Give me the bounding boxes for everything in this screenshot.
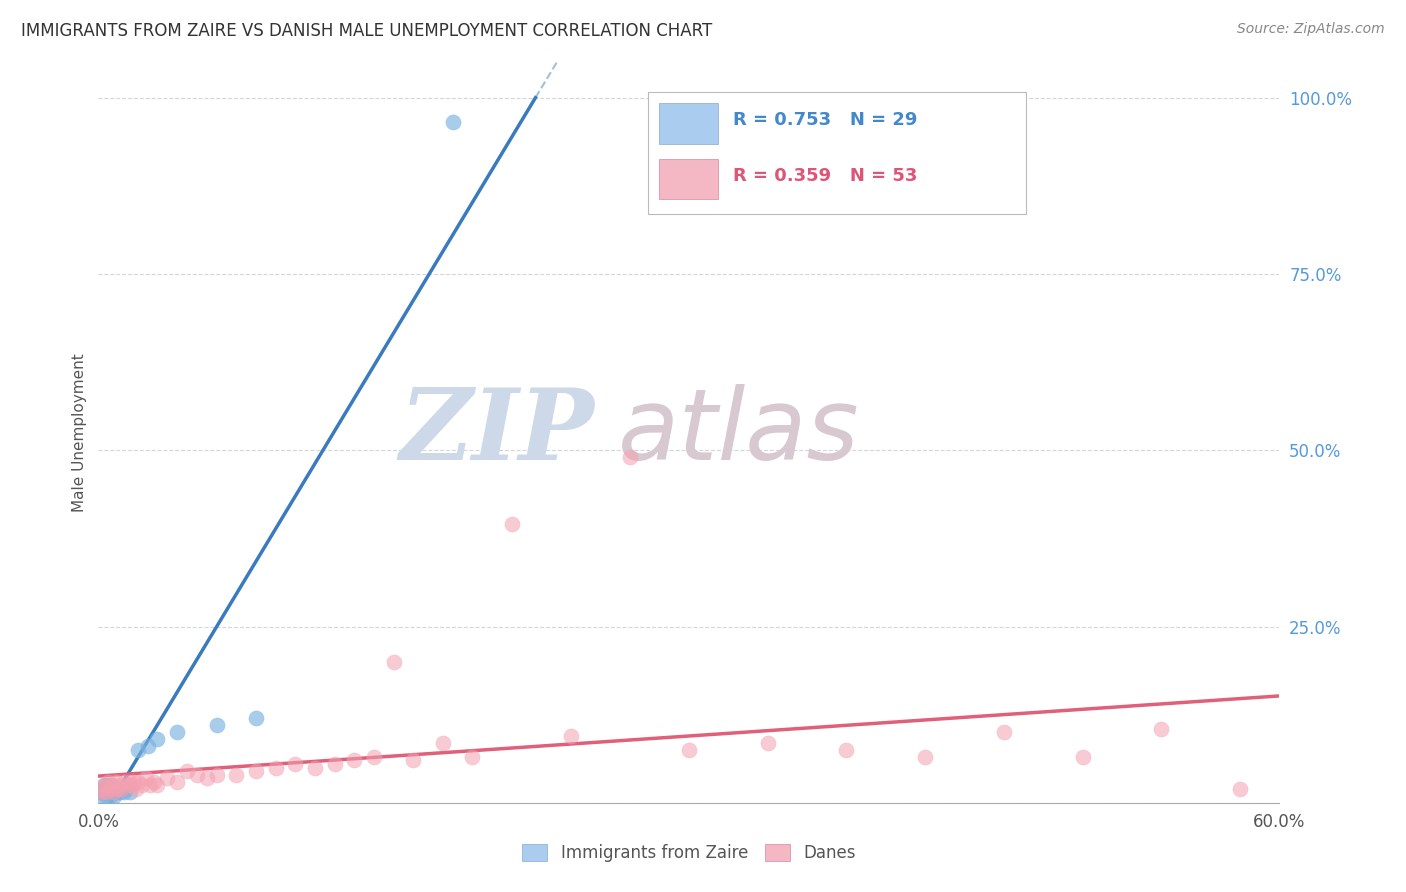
- Point: [96, 785, 118, 799]
- Point: [245, 764, 267, 778]
- Point: [560, 729, 582, 743]
- Point: [1071, 750, 1094, 764]
- Point: [105, 785, 128, 799]
- Point: [101, 778, 124, 792]
- Point: [323, 757, 346, 772]
- Text: R = 0.753   N = 29: R = 0.753 N = 29: [733, 112, 917, 129]
- Point: [156, 771, 179, 785]
- Point: [112, 774, 135, 789]
- Point: [108, 785, 131, 799]
- Text: atlas: atlas: [619, 384, 859, 481]
- Point: [142, 774, 165, 789]
- Point: [304, 760, 326, 774]
- Point: [103, 781, 125, 796]
- Point: [441, 115, 464, 129]
- Point: [98, 789, 121, 803]
- Point: [993, 725, 1015, 739]
- FancyBboxPatch shape: [659, 159, 718, 200]
- Point: [284, 757, 307, 772]
- Point: [205, 767, 228, 781]
- FancyBboxPatch shape: [659, 103, 718, 144]
- Point: [111, 781, 134, 796]
- Point: [195, 771, 218, 785]
- Text: IMMIGRANTS FROM ZAIRE VS DANISH MALE UNEMPLOYMENT CORRELATION CHART: IMMIGRANTS FROM ZAIRE VS DANISH MALE UNE…: [21, 22, 713, 40]
- Point: [98, 781, 121, 796]
- Point: [118, 774, 141, 789]
- Point: [1150, 722, 1173, 736]
- Point: [103, 785, 125, 799]
- Point: [96, 789, 118, 803]
- Point: [432, 736, 454, 750]
- Point: [93, 785, 115, 799]
- Point: [131, 778, 153, 792]
- Point: [101, 778, 124, 792]
- Legend: Immigrants from Zaire, Danes: Immigrants from Zaire, Danes: [516, 837, 862, 869]
- Point: [91, 789, 114, 803]
- Point: [122, 774, 145, 789]
- Point: [146, 778, 169, 792]
- FancyBboxPatch shape: [648, 92, 1025, 214]
- Point: [96, 781, 118, 796]
- Point: [89, 781, 111, 796]
- Point: [93, 778, 115, 792]
- Point: [245, 711, 267, 725]
- Point: [205, 718, 228, 732]
- Point: [678, 743, 700, 757]
- Point: [91, 781, 114, 796]
- Point: [363, 750, 385, 764]
- Point: [115, 781, 138, 796]
- Text: Source: ZipAtlas.com: Source: ZipAtlas.com: [1237, 22, 1385, 37]
- Point: [127, 743, 149, 757]
- Point: [105, 774, 128, 789]
- Point: [343, 754, 366, 768]
- Point: [91, 785, 114, 799]
- Point: [97, 778, 120, 792]
- Point: [461, 750, 484, 764]
- Point: [98, 781, 121, 796]
- Point: [619, 450, 641, 465]
- Point: [176, 764, 198, 778]
- Point: [382, 655, 405, 669]
- Point: [117, 778, 139, 792]
- Point: [166, 774, 188, 789]
- Text: R = 0.359   N = 53: R = 0.359 N = 53: [733, 167, 917, 185]
- Point: [835, 743, 858, 757]
- Y-axis label: Male Unemployment: Male Unemployment: [72, 353, 87, 512]
- Point: [914, 750, 936, 764]
- Point: [118, 785, 141, 799]
- Point: [103, 789, 125, 803]
- Point: [97, 774, 120, 789]
- Point: [1229, 781, 1251, 796]
- Point: [135, 771, 157, 785]
- Point: [125, 781, 148, 796]
- Point: [97, 785, 120, 799]
- Point: [501, 517, 523, 532]
- Point: [107, 781, 129, 796]
- Point: [166, 725, 188, 739]
- Point: [93, 778, 115, 792]
- Point: [107, 781, 129, 796]
- Point: [101, 785, 124, 799]
- Point: [756, 736, 779, 750]
- Point: [264, 760, 287, 774]
- Point: [89, 785, 111, 799]
- Text: ZIP: ZIP: [399, 384, 595, 481]
- Point: [138, 778, 160, 792]
- Point: [225, 767, 247, 781]
- Point: [121, 778, 143, 792]
- Point: [186, 767, 208, 781]
- Point: [111, 781, 134, 796]
- Point: [402, 754, 425, 768]
- Point: [127, 774, 149, 789]
- Point: [136, 739, 159, 754]
- Point: [112, 785, 135, 799]
- Point: [146, 732, 169, 747]
- Point: [108, 778, 131, 792]
